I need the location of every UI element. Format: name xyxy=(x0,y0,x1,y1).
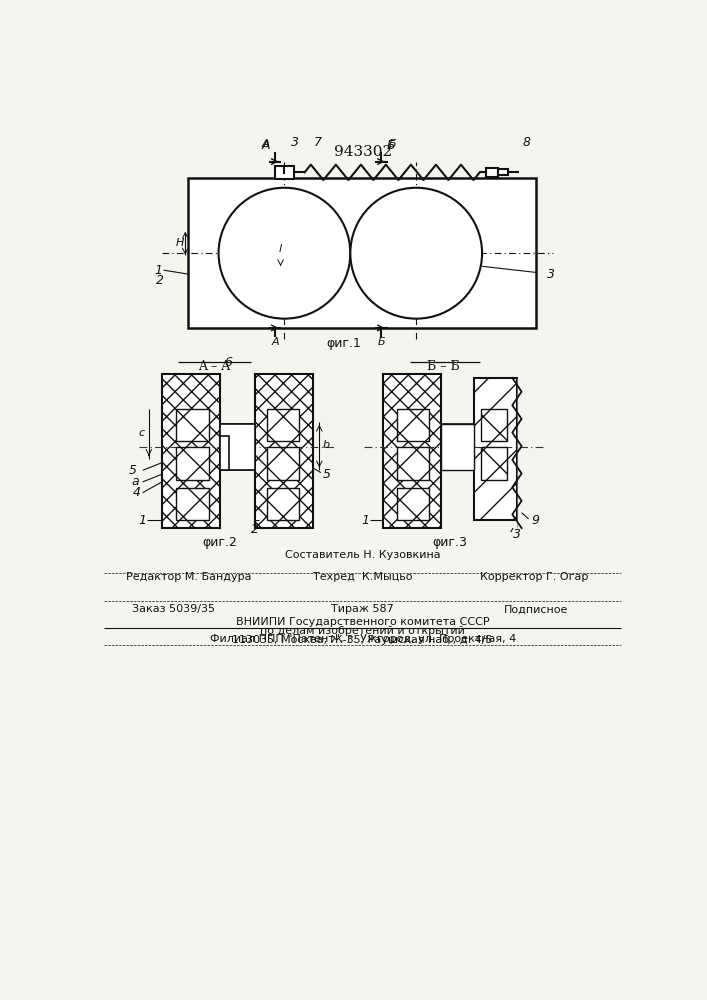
Text: Тираж 587: Тираж 587 xyxy=(332,604,394,614)
Text: Заказ 5039/35: Заказ 5039/35 xyxy=(132,604,215,614)
Text: A: A xyxy=(262,139,270,152)
Bar xyxy=(267,488,299,520)
Bar xyxy=(187,178,537,328)
Bar xyxy=(383,374,441,528)
Text: 943302: 943302 xyxy=(334,145,392,159)
Text: 113035, Москва, Ж-35, Раушская наб., д. 4/5: 113035, Москва, Ж-35, Раушская наб., д. … xyxy=(233,635,493,645)
Text: Техред  К.Мыцьо: Техред К.Мыцьо xyxy=(313,572,412,582)
Bar xyxy=(397,488,429,520)
Text: 7: 7 xyxy=(314,136,322,149)
Text: Б – Б: Б – Б xyxy=(427,360,460,373)
Text: 6: 6 xyxy=(224,356,232,369)
Text: 5: 5 xyxy=(322,468,330,481)
Bar xyxy=(481,447,507,480)
Text: 5: 5 xyxy=(129,464,136,477)
Text: Подписное: Подписное xyxy=(504,604,568,614)
Text: H: H xyxy=(175,238,184,248)
Bar xyxy=(176,447,209,480)
Text: 8: 8 xyxy=(522,136,530,149)
Text: A: A xyxy=(271,337,279,347)
Bar xyxy=(474,378,517,520)
Bar xyxy=(176,409,209,441)
Bar xyxy=(267,409,299,441)
Text: A – A: A – A xyxy=(198,360,230,373)
Bar xyxy=(481,409,507,441)
Bar xyxy=(255,374,313,528)
Bar xyxy=(220,424,255,470)
Bar xyxy=(441,424,474,470)
Bar xyxy=(267,447,299,480)
Text: Б: Б xyxy=(378,337,385,347)
Text: Б: Б xyxy=(386,139,395,152)
Text: a: a xyxy=(131,475,139,488)
Bar xyxy=(486,168,498,177)
Text: l: l xyxy=(279,244,282,254)
Text: Редактор М. Бандура: Редактор М. Бандура xyxy=(127,572,252,582)
Text: 1: 1 xyxy=(154,264,162,277)
Bar xyxy=(397,409,429,441)
Bar xyxy=(176,488,209,520)
Text: 9: 9 xyxy=(532,514,539,527)
Text: 3: 3 xyxy=(547,267,555,280)
Text: φиг.1: φиг.1 xyxy=(327,337,361,350)
Text: φиг.2: φиг.2 xyxy=(203,536,238,549)
Text: Корректор Г. Огар: Корректор Г. Огар xyxy=(480,572,588,582)
Text: ВНИИПИ Государственного комитета СССР: ВНИИПИ Государственного комитета СССР xyxy=(236,617,489,627)
Bar xyxy=(220,436,230,470)
Bar xyxy=(498,169,508,175)
Text: 3: 3 xyxy=(513,528,521,541)
Text: по делам изобретений и открытий: по делам изобретений и открытий xyxy=(260,626,465,636)
Text: 1: 1 xyxy=(361,514,369,527)
Text: Составитель Н. Кузовкина: Составитель Н. Кузовкина xyxy=(285,550,440,560)
Text: b: b xyxy=(322,440,329,450)
Text: 1: 1 xyxy=(139,514,146,527)
Text: A: A xyxy=(262,139,269,149)
Text: Б: Б xyxy=(389,139,397,149)
Text: 4: 4 xyxy=(133,486,141,499)
Text: Филиал ППП "Патент", г. Ужгород, ул. Проектная, 4: Филиал ППП "Патент", г. Ужгород, ул. Про… xyxy=(209,634,516,644)
Text: 2: 2 xyxy=(251,523,259,536)
Text: 3: 3 xyxy=(291,136,298,149)
Bar xyxy=(275,166,293,179)
Circle shape xyxy=(351,188,482,319)
Bar xyxy=(397,447,429,480)
Text: φиг.3: φиг.3 xyxy=(433,536,468,549)
Bar xyxy=(162,374,220,528)
Text: c: c xyxy=(139,428,145,438)
Text: 2: 2 xyxy=(156,274,163,287)
Circle shape xyxy=(218,188,351,319)
